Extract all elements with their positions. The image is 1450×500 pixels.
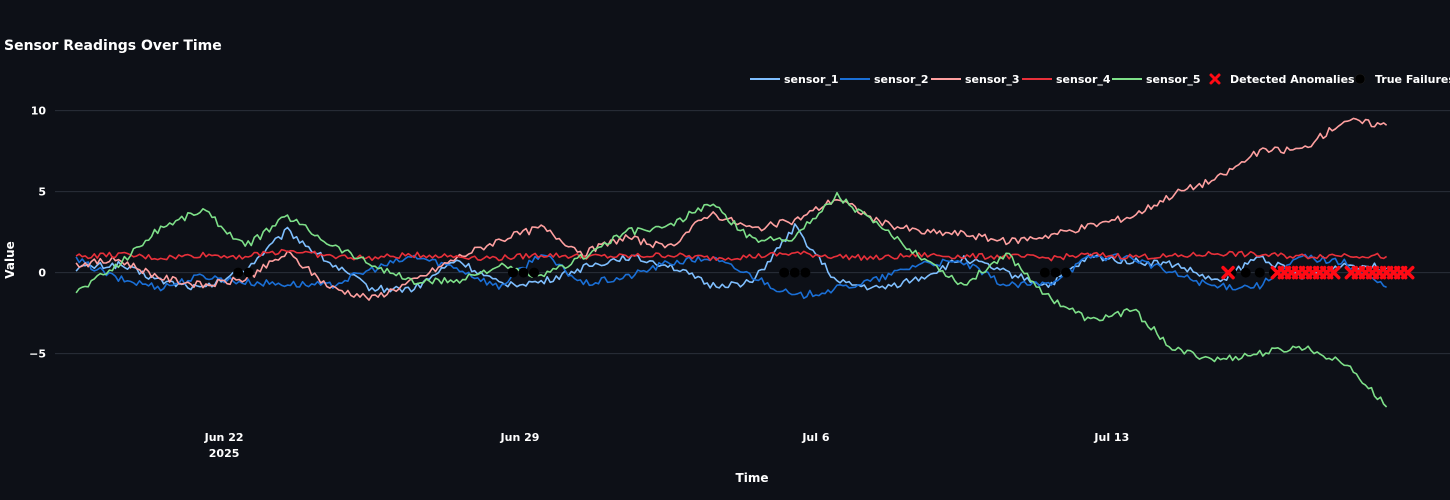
grid-layer: [55, 110, 1450, 355]
true-failure-point: [1061, 267, 1072, 278]
legend-label: Detected Anomalies: [1230, 73, 1355, 86]
markers-layer: [233, 265, 1415, 280]
y-tick-label: 0: [38, 267, 46, 280]
true-failure-point: [518, 267, 529, 278]
y-tick-label: 10: [31, 105, 47, 118]
legend-item-detected-anomalies[interactable]: Detected Anomalies: [1209, 73, 1355, 86]
anomaly-marker: [1221, 265, 1235, 280]
legend-label: True Failures: [1375, 73, 1450, 86]
legend-label: sensor_2: [874, 73, 929, 86]
x-tick-label: Jul 6: [801, 431, 830, 444]
x-tick-label: Jun 29: [500, 431, 540, 444]
y-tick-label: −5: [29, 348, 46, 361]
legend-item-true-failures[interactable]: True Failures: [1354, 73, 1450, 86]
x-tick-label: Jul 13: [1093, 431, 1129, 444]
x-tick-label: Jun 22: [204, 431, 244, 444]
true-failure-point: [529, 267, 540, 278]
true-failure-point: [507, 267, 518, 278]
true-failure-point: [800, 267, 811, 278]
series-line-sensor-2: [75, 253, 1387, 300]
true-failure-point: [789, 267, 800, 278]
series-line-sensor-5: [75, 191, 1388, 408]
legend-item-sensor-4[interactable]: sensor_4: [1022, 73, 1111, 86]
true-failure-point: [1254, 267, 1265, 278]
series-layer: [75, 117, 1388, 408]
series-line-sensor-4: [75, 248, 1388, 262]
y-tick-label: 5: [38, 186, 46, 199]
legend-label: sensor_3: [965, 73, 1020, 86]
legend-swatch: [1209, 73, 1221, 85]
x-tick-sublabel: 2025: [209, 447, 240, 460]
legend-swatch: [1354, 73, 1366, 85]
legend-item-sensor-2[interactable]: sensor_2: [840, 73, 929, 86]
legend-label: sensor_4: [1056, 73, 1111, 86]
y-axis-label: Value: [3, 241, 17, 279]
anomaly-marker: [1327, 265, 1341, 280]
y-ticks: 10 5 0 −5: [29, 105, 46, 361]
legend-item-sensor-1[interactable]: sensor_1: [750, 73, 839, 86]
true-failure-point: [779, 267, 790, 278]
legend-label: sensor_1: [784, 73, 839, 86]
x-ticks: Jun 22 2025 Jun 29 Jul 6 Jul 13: [204, 431, 1130, 460]
legend[interactable]: sensor_1 sensor_2 sensor_3 sensor_4 sensor_5…: [750, 73, 1450, 86]
true-failure-point: [233, 267, 244, 278]
anomaly-marker: [1400, 265, 1415, 280]
legend-item-sensor-5[interactable]: sensor_5: [1112, 73, 1201, 86]
series-line-sensor-3: [75, 117, 1388, 301]
legend-label: sensor_5: [1146, 73, 1201, 86]
true-failure-point: [243, 267, 254, 278]
series-line-sensor-1: [75, 223, 1388, 294]
chart-title: Sensor Readings Over Time: [4, 38, 222, 54]
true-failure-point: [1240, 267, 1251, 278]
true-failure-point: [1050, 267, 1061, 278]
x-axis-label: Time: [736, 471, 769, 485]
true-failure-point: [1039, 267, 1050, 278]
legend-item-sensor-3[interactable]: sensor_3: [931, 73, 1020, 86]
